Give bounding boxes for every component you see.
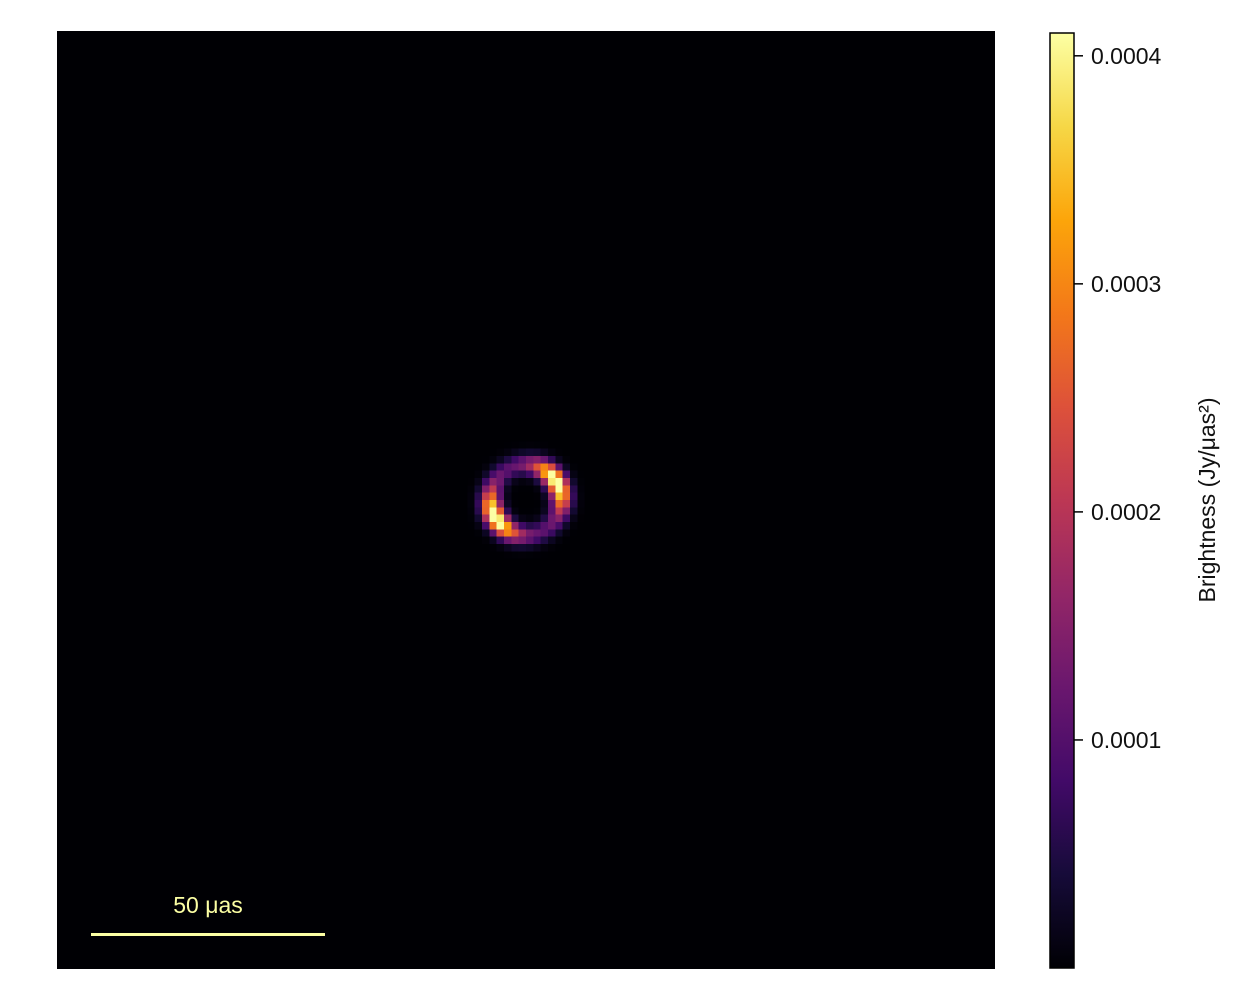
scale-bar-label: 50 μas <box>173 892 243 918</box>
colorbar-gradient <box>1050 33 1074 968</box>
colorbar-frame <box>1049 32 1075 969</box>
scale-bar: 50 μas <box>91 892 325 936</box>
colorbar-title: Brightness (Jy/μas²) <box>1194 398 1220 603</box>
colorbar-ticks: 0.0001 0.0002 0.0003 0.0004 <box>1074 43 1162 753</box>
colorbar: 0.0001 0.0002 0.0003 0.0004 Brightness (Jy/… <box>1049 32 1220 969</box>
colorbar-tick-label: 0.0002 <box>1091 499 1161 525</box>
image-panel <box>57 31 995 969</box>
colorbar-tick-label: 0.0004 <box>1091 43 1162 69</box>
ring-image <box>57 31 995 969</box>
colorbar-tick-label: 0.0001 <box>1091 727 1161 753</box>
colorbar-tick-label: 0.0003 <box>1091 271 1161 297</box>
